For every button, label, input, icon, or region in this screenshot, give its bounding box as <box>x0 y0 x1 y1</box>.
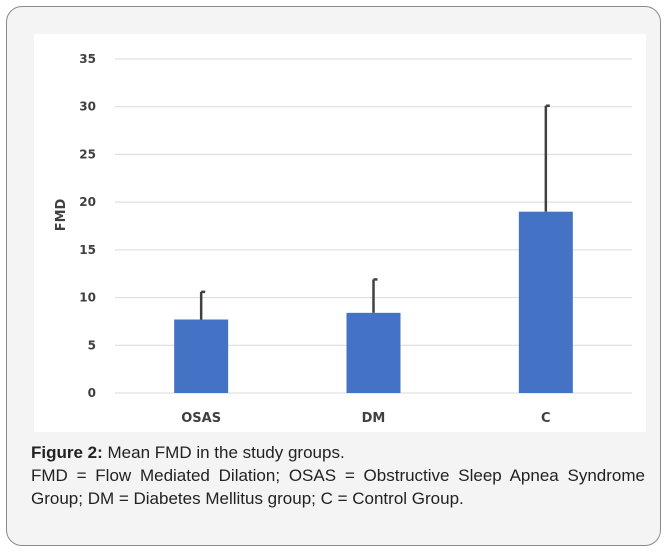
y-tick-label: 25 <box>79 147 96 161</box>
y-tick-labels: 0 5 10 15 20 25 30 35 <box>79 52 96 400</box>
x-tick-label-c: C <box>541 411 551 426</box>
figure-frame: 0 5 10 15 20 25 30 35 OSAS DM C FMD Figure 2: Mea… <box>6 6 661 546</box>
y-tick-label: 20 <box>79 195 96 209</box>
caption-title-text: Mean FMD in the study groups. <box>102 443 345 462</box>
caption-note: FMD = Flow Mediated Dilation; OSAS = Obs… <box>31 466 645 508</box>
caption-heading: Figure 2: Mean FMD in the study groups. <box>31 441 645 464</box>
x-tick-label-dm: DM <box>362 411 386 426</box>
bar-c <box>518 211 573 393</box>
y-tick-label: 30 <box>79 100 96 114</box>
x-tick-labels: OSAS DM C <box>181 411 550 426</box>
chart-area: 0 5 10 15 20 25 30 35 OSAS DM C FMD <box>34 34 646 432</box>
y-tick-label: 5 <box>88 338 96 352</box>
y-tick-label: 10 <box>79 291 96 305</box>
bar-osas <box>174 319 229 393</box>
y-axis-label: FMD <box>54 198 69 231</box>
y-tick-label: 0 <box>88 386 96 400</box>
figure-caption: Figure 2: Mean FMD in the study groups. … <box>31 441 645 510</box>
y-tick-label: 35 <box>79 52 96 66</box>
error-bars <box>199 104 550 320</box>
bar-chart: 0 5 10 15 20 25 30 35 OSAS DM C FMD <box>54 52 632 426</box>
y-tick-label: 15 <box>79 243 96 257</box>
caption-title: Figure 2: <box>31 443 103 462</box>
bars <box>174 211 573 393</box>
x-tick-label-osas: OSAS <box>181 411 221 426</box>
bar-dm <box>346 312 401 393</box>
